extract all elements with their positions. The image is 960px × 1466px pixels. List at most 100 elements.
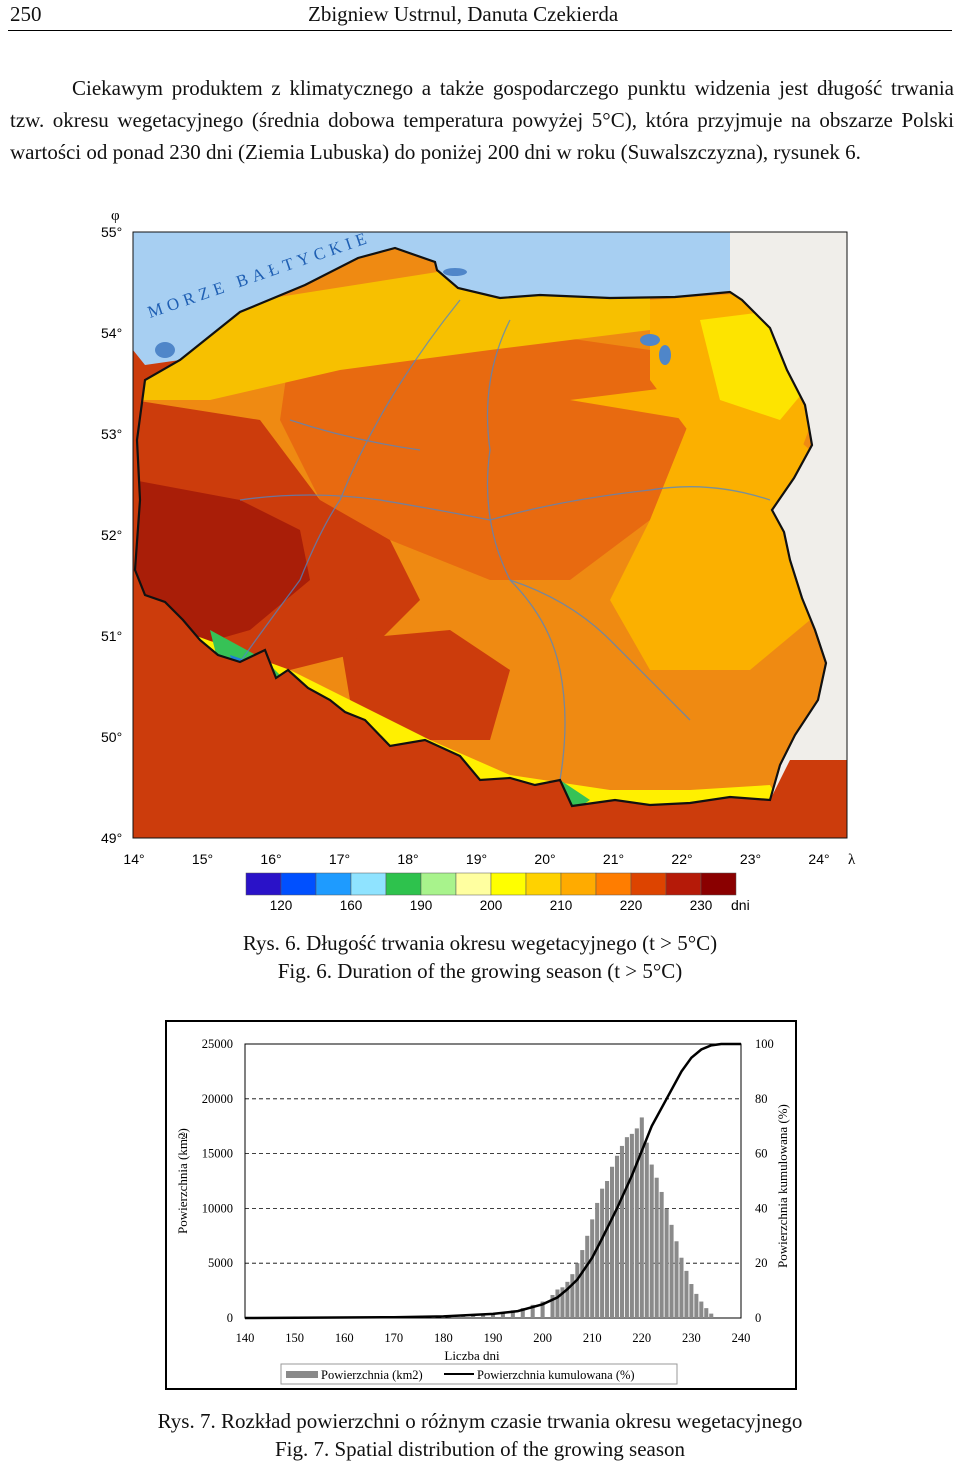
page-header: 250 Zbigniew Ustrnul, Danuta Czekierda	[8, 0, 952, 31]
y-tick-label: 15000	[202, 1147, 233, 1161]
bar	[490, 1313, 496, 1318]
legend-swatch	[455, 872, 492, 896]
lon-label: 19°	[466, 851, 487, 867]
bar	[510, 1310, 515, 1318]
cumulative-line	[244, 1042, 741, 1320]
legend-swatch	[350, 872, 387, 896]
legend-value: 190	[410, 898, 433, 913]
x-axis-label: Liczba dni	[444, 1348, 500, 1363]
bar	[600, 1188, 605, 1318]
bars-series	[401, 1117, 714, 1318]
neighbour-west-terrain	[133, 232, 847, 838]
figure-7-chart: 0 5000 10000 15000 20000 25000 0 20 40 60 80 100 1…	[165, 1020, 797, 1390]
lagoon-szczecin	[155, 342, 175, 358]
legend-swatch	[490, 872, 527, 896]
y-tick-label: 5000	[208, 1256, 233, 1270]
lat-label: 53°	[101, 426, 122, 442]
y-axis-label: Powierzchnia (km2)	[175, 1128, 190, 1234]
y-axis-superscript: 2	[181, 1131, 186, 1141]
legend-value: 220	[620, 898, 643, 913]
legend-swatch	[630, 872, 667, 896]
color-scale	[245, 872, 737, 896]
bar	[669, 1224, 674, 1318]
bar	[624, 1137, 629, 1318]
page-number: 250	[10, 2, 42, 26]
legend-swatch	[665, 872, 702, 896]
x-tick-label: 170	[384, 1331, 403, 1345]
bar	[649, 1164, 654, 1318]
bar	[540, 1301, 545, 1318]
x-tick-label: 140	[236, 1331, 255, 1345]
bar	[555, 1289, 560, 1318]
bar	[619, 1145, 624, 1318]
figure-7-caption-pl: Rys. 7. Rozkład powierzchni o różnym cza…	[157, 1409, 803, 1433]
lake-masuria-1	[640, 334, 660, 346]
color-scale-values: 120 160 190 200 210 220 230	[270, 898, 713, 913]
x-tick-label: 200	[533, 1331, 552, 1345]
y-tick-label: 0	[227, 1311, 233, 1325]
bar	[684, 1270, 689, 1318]
lat-label: 54°	[101, 325, 122, 341]
bar	[481, 1314, 486, 1318]
bar	[610, 1166, 615, 1318]
lake-masuria-2	[659, 345, 671, 365]
lat-label: 51°	[101, 628, 122, 644]
bar	[699, 1301, 704, 1318]
legend-swatch	[385, 872, 422, 896]
lat-label: 55°	[101, 224, 122, 240]
river-notec	[289, 419, 421, 451]
river-bug	[489, 486, 771, 521]
lon-label: 23°	[740, 851, 761, 867]
lat-label: 50°	[101, 729, 122, 745]
bar	[709, 1313, 714, 1318]
phi-symbol: φ	[111, 208, 120, 224]
legend-value: 160	[340, 898, 363, 913]
legend-box	[280, 1363, 678, 1385]
river-warta	[239, 494, 491, 521]
lambda-symbol: λ	[848, 852, 856, 868]
climate-zones	[135, 248, 826, 806]
lon-label: 22°	[671, 851, 692, 867]
legend-swatch	[560, 872, 597, 896]
y2-tick-label: 0	[755, 1311, 761, 1325]
bay-gdansk	[443, 268, 467, 276]
y2-tick-label: 40	[755, 1201, 768, 1215]
bar	[461, 1315, 466, 1318]
x-tick-label: 220	[632, 1331, 651, 1345]
lat-label: 52°	[101, 527, 122, 543]
bar	[550, 1294, 555, 1318]
legend-swatch	[315, 872, 352, 896]
bar	[565, 1281, 570, 1318]
y-tick-label: 25000	[202, 1037, 233, 1051]
legend-swatch	[525, 872, 562, 896]
bar	[451, 1316, 456, 1318]
y2-axis-ticks: 0 20 40 60 80 100	[755, 1037, 774, 1325]
bar	[664, 1208, 669, 1318]
legend-line-label: Powierzchnia kumulowana (%)	[477, 1368, 635, 1382]
legend-value: 210	[550, 898, 573, 913]
lon-label: 24°	[808, 851, 829, 867]
bar	[614, 1155, 620, 1318]
river-san	[509, 579, 691, 721]
y2-tick-label: 80	[755, 1092, 768, 1106]
y2-tick-label: 100	[755, 1037, 774, 1051]
bar	[530, 1304, 535, 1318]
lon-label: 21°	[603, 851, 624, 867]
bar	[605, 1181, 610, 1318]
legend-value: 230	[690, 898, 713, 913]
bar	[585, 1235, 590, 1318]
bar	[560, 1287, 565, 1318]
legend-unit: dni	[731, 897, 750, 913]
eastern-neighbours	[730, 232, 847, 765]
x-tick-label: 210	[583, 1331, 602, 1345]
bar	[500, 1312, 505, 1318]
y-axis-label-text: Powierzchnia (km2)	[175, 1128, 190, 1234]
y-axis-ticks: 0 5000 10000 15000 20000 25000	[202, 1037, 233, 1325]
legend-swatch	[420, 872, 457, 896]
map-frame	[132, 231, 848, 839]
bar	[595, 1202, 600, 1318]
running-title: Zbigniew Ustrnul, Danuta Czekierda	[308, 2, 619, 26]
lon-label: 14°	[123, 851, 144, 867]
x-tick-label: 150	[285, 1331, 304, 1345]
legend-swatch	[245, 872, 282, 896]
